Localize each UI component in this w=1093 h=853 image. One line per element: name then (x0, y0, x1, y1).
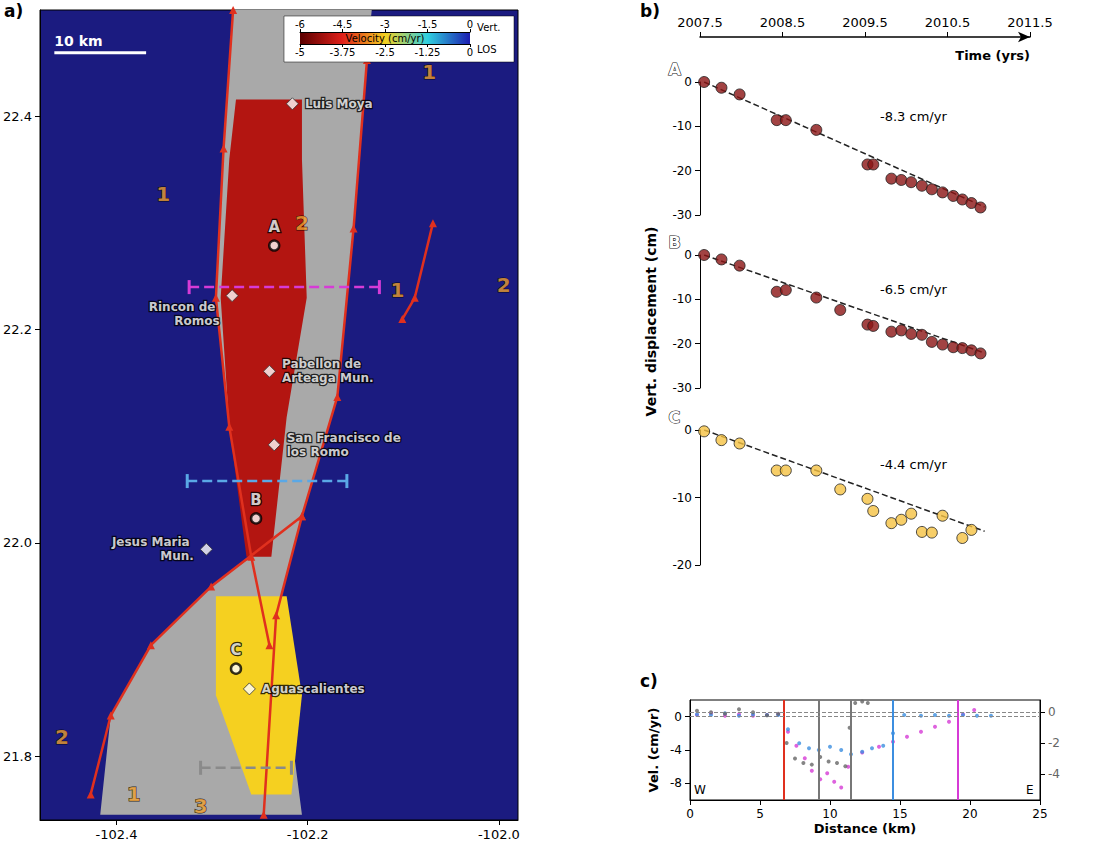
svg-text:-2: -2 (1048, 736, 1060, 750)
svg-text:-1.5: -1.5 (418, 19, 438, 30)
svg-text:0: 0 (686, 807, 694, 821)
svg-text:-6: -6 (295, 19, 305, 30)
svg-text:-4: -4 (670, 743, 682, 757)
svg-text:A: A (669, 60, 682, 79)
svg-text:0: 0 (674, 710, 682, 724)
svg-text:A: A (268, 218, 280, 236)
svg-text:0: 0 (684, 75, 692, 89)
svg-text:E: E (1026, 783, 1034, 797)
svg-text:Distance (km): Distance (km) (814, 821, 916, 836)
svg-text:-20: -20 (672, 337, 692, 351)
svg-text:-8: -8 (670, 776, 682, 790)
svg-text:22.0: 22.0 (3, 535, 32, 550)
svg-text:W: W (694, 783, 706, 797)
svg-text:-10: -10 (672, 292, 692, 306)
svg-text:Rincon de: Rincon de (149, 300, 220, 314)
svg-text:b): b) (640, 1, 660, 21)
svg-text:Mun.: Mun. (160, 549, 194, 563)
svg-text:-20: -20 (672, 164, 692, 178)
svg-text:2: 2 (295, 211, 309, 235)
svg-text:-4.4 cm/yr: -4.4 cm/yr (880, 457, 947, 472)
svg-text:5: 5 (756, 807, 764, 821)
svg-text:10: 10 (822, 807, 837, 821)
svg-text:-10: -10 (672, 491, 692, 505)
svg-text:-30: -30 (672, 208, 692, 222)
svg-text:Time (yrs): Time (yrs) (955, 48, 1030, 63)
svg-text:C: C (230, 641, 241, 659)
svg-text:Vert. displacement (cm): Vert. displacement (cm) (643, 227, 659, 417)
svg-text:3: 3 (194, 794, 208, 818)
svg-text:2011.5: 2011.5 (1007, 15, 1053, 30)
svg-text:22.2: 22.2 (3, 322, 32, 337)
svg-text:-4.5: -4.5 (333, 19, 353, 30)
svg-text:-3.75: -3.75 (330, 47, 356, 58)
svg-text:2: 2 (497, 273, 511, 297)
svg-text:-6.5 cm/yr: -6.5 cm/yr (880, 282, 947, 297)
svg-text:Arteaga Mun.: Arteaga Mun. (282, 371, 374, 385)
svg-text:-20: -20 (672, 558, 692, 572)
svg-text:-102.4: -102.4 (96, 827, 138, 842)
svg-text:-8.3 cm/yr: -8.3 cm/yr (880, 109, 947, 124)
svg-text:-102.0: -102.0 (478, 827, 520, 842)
svg-text:Pabellon de: Pabellon de (282, 357, 365, 371)
svg-text:Aguascalientes: Aguascalientes (262, 682, 365, 696)
svg-text:Velocity (cm/yr): Velocity (cm/yr) (346, 33, 425, 44)
svg-text:-10: -10 (672, 119, 692, 133)
svg-text:B: B (669, 233, 681, 252)
svg-text:0: 0 (684, 248, 692, 262)
svg-text:15: 15 (892, 807, 907, 821)
svg-text:10 km: 10 km (54, 33, 102, 49)
svg-text:0: 0 (684, 423, 692, 437)
svg-text:-2.5: -2.5 (375, 47, 395, 58)
svg-text:San Francisco de: San Francisco de (287, 431, 405, 445)
svg-text:1: 1 (422, 60, 436, 84)
svg-text:25: 25 (1032, 807, 1047, 821)
svg-text:22.4: 22.4 (3, 109, 32, 124)
svg-text:1: 1 (127, 782, 141, 806)
svg-text:1: 1 (156, 182, 170, 206)
svg-text:-1.25: -1.25 (415, 47, 441, 58)
svg-text:0: 0 (467, 19, 473, 30)
svg-text:C: C (669, 408, 681, 427)
svg-text:-4: -4 (1048, 767, 1060, 781)
svg-text:2007.5: 2007.5 (677, 15, 723, 30)
svg-text:0: 0 (467, 47, 473, 58)
svg-text:a): a) (4, 1, 23, 21)
svg-text:20: 20 (962, 807, 977, 821)
svg-text:2: 2 (55, 725, 69, 749)
svg-text:0: 0 (1048, 705, 1056, 719)
svg-text:21.8: 21.8 (3, 749, 32, 764)
svg-text:LOS: LOS (477, 44, 496, 55)
svg-text:c): c) (640, 671, 658, 691)
svg-text:2009.5: 2009.5 (842, 15, 888, 30)
svg-text:Jesus Maria: Jesus Maria (111, 535, 194, 549)
svg-text:los Romo: los Romo (287, 445, 349, 459)
svg-text:Luis Moya: Luis Moya (305, 97, 373, 111)
svg-text:-102.2: -102.2 (287, 827, 329, 842)
svg-text:2008.5: 2008.5 (760, 15, 806, 30)
svg-text:Vert.: Vert. (477, 22, 500, 33)
svg-text:Romos: Romos (174, 314, 219, 328)
svg-text:2010.5: 2010.5 (925, 15, 971, 30)
svg-text:Vel. (cm/yr): Vel. (cm/yr) (646, 708, 661, 793)
svg-text:1: 1 (391, 278, 405, 302)
svg-text:-5: -5 (295, 47, 305, 58)
svg-text:B: B (250, 491, 261, 509)
svg-text:-3: -3 (380, 19, 390, 30)
svg-text:-30: -30 (672, 381, 692, 395)
